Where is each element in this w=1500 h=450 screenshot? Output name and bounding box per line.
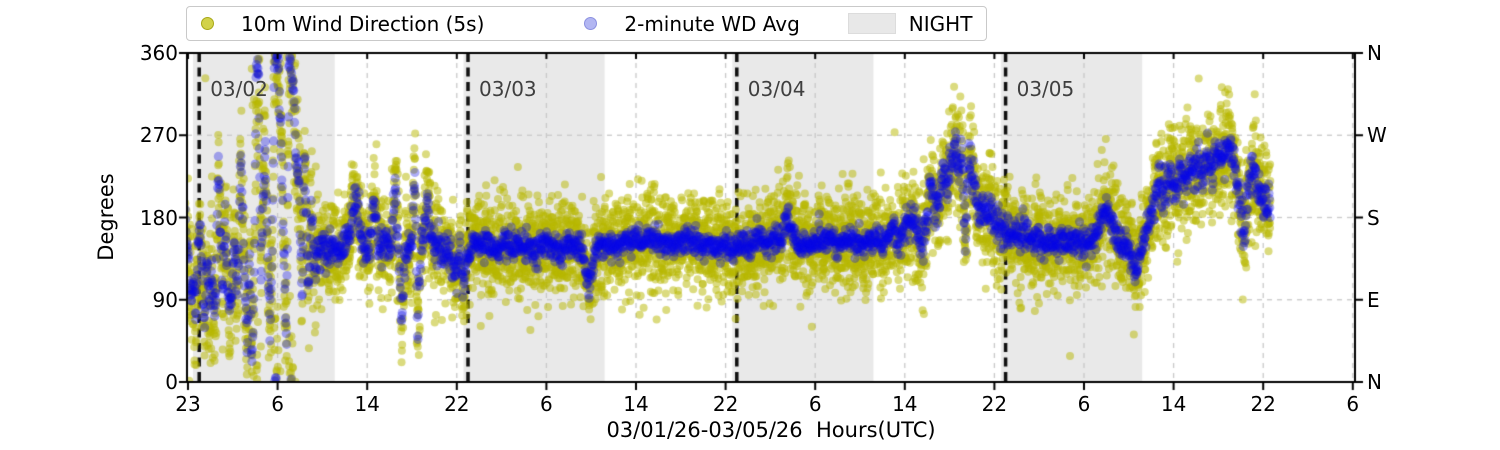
y-tick-label: 90 [152, 287, 178, 312]
date-annotation: 03/05 [1016, 77, 1075, 101]
x-tick-label: 6 [1346, 392, 1360, 416]
date-annotation: 03/04 [747, 77, 806, 101]
y-tick-label: 360 [139, 41, 178, 65]
x-tick-label: 6 [1077, 392, 1091, 416]
compass-label: W [1367, 123, 1387, 148]
x-tick-label: 14 [1160, 392, 1187, 416]
y-tick-label: 0 [165, 370, 178, 394]
x-tick-label: 22 [1250, 392, 1276, 416]
x-axis-label: 03/01/26-03/05/26 Hours(UTC) [606, 418, 936, 442]
yellow-dot-marker-icon [201, 17, 214, 30]
compass-label: N [1367, 370, 1382, 394]
blue-dot-marker-icon [584, 17, 598, 30]
legend-label-wind-5s: 10m Wind Direction (5s) [241, 11, 485, 36]
legend-item-night: NIGHT [847, 11, 973, 36]
x-tick-label: 22 [712, 392, 739, 416]
date-annotation: 03/03 [479, 77, 537, 101]
x-tick-label: 14 [892, 392, 918, 416]
x-tick-label: 6 [271, 392, 284, 416]
legend: 10m Wind Direction (5s) 2-minute WD Avg … [186, 6, 988, 41]
legend-item-wd-avg: 2-minute WD Avg [584, 11, 800, 36]
night-patch-icon [847, 13, 896, 34]
legend-label-wd-avg: 2-minute WD Avg [624, 11, 800, 36]
y-tick-label: 270 [139, 123, 178, 148]
legend-label-night: NIGHT [908, 11, 973, 36]
x-tick-label: 22 [444, 392, 470, 416]
compass-label: E [1367, 287, 1380, 312]
legend-item-wind-5s: 10m Wind Direction (5s) [201, 12, 484, 36]
date-annotation: 03/02 [210, 77, 268, 101]
x-tick-label: 23 [175, 392, 201, 416]
x-tick-label: 14 [354, 392, 380, 416]
x-tick-label: 6 [540, 392, 553, 416]
compass-label: S [1367, 205, 1380, 230]
compass-label: N [1367, 41, 1382, 65]
x-tick-label: 22 [981, 392, 1008, 416]
x-tick-label: 6 [808, 392, 822, 416]
x-tick-label: 14 [623, 392, 649, 416]
y-tick-label: 180 [139, 205, 178, 230]
